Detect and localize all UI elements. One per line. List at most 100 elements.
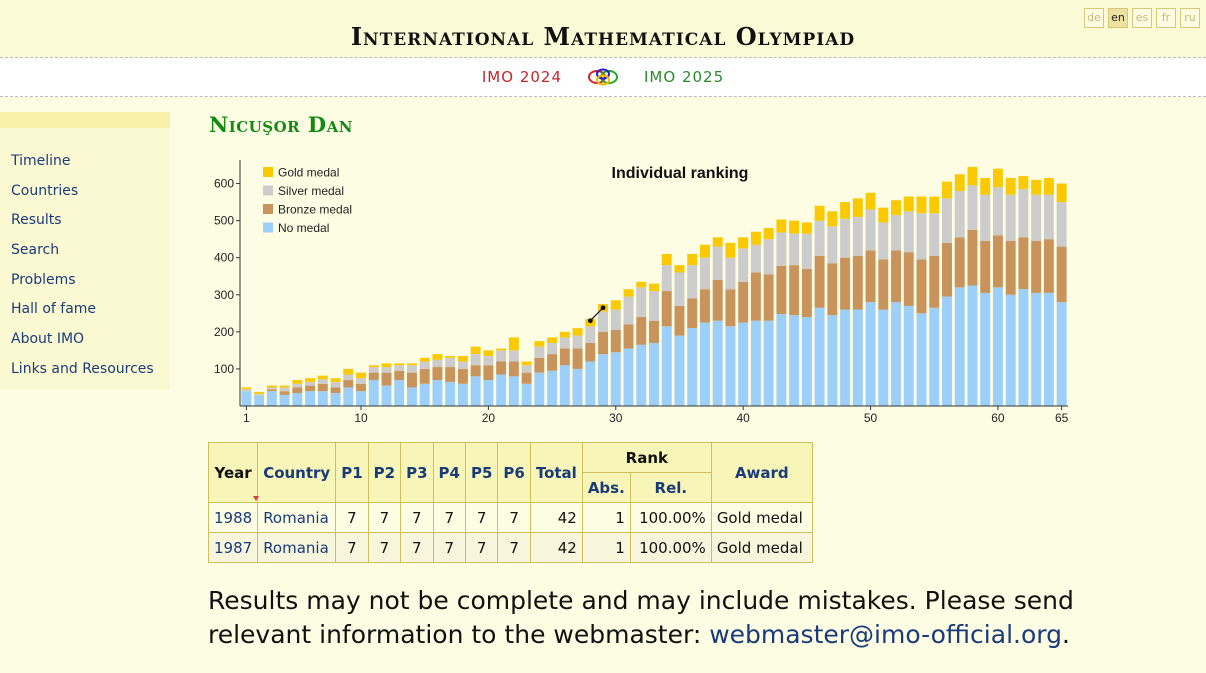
- disclaimer: Results may not be complete and may incl…: [208, 584, 1168, 652]
- bar-silver: [763, 239, 774, 275]
- sidebar-item-results[interactable]: Results: [11, 212, 62, 229]
- sidebar-item-countries[interactable]: Countries: [11, 182, 79, 199]
- bar-bronze: [445, 367, 456, 382]
- bar-silver: [738, 248, 749, 282]
- bar-bronze: [610, 329, 621, 353]
- imo-logo-icon[interactable]: [586, 67, 620, 87]
- imo-prev-link[interactable]: IMO 2024: [481, 68, 562, 86]
- bar-none: [381, 385, 392, 406]
- bar-none: [903, 305, 914, 406]
- bar-none: [470, 376, 481, 406]
- country-link[interactable]: Romania: [263, 538, 329, 557]
- score-p6: 7: [497, 532, 531, 563]
- bar-gold: [801, 222, 812, 234]
- col-p3[interactable]: P3: [400, 442, 434, 503]
- bar-gold: [254, 391, 265, 394]
- legend-swatch-none: [263, 222, 273, 233]
- sidebar-item-problems[interactable]: Problems: [11, 271, 76, 288]
- lang-fr[interactable]: fr: [1156, 8, 1176, 28]
- sidebar-item-links[interactable]: Links and Resources: [11, 360, 154, 377]
- col-p1[interactable]: P1: [335, 442, 369, 503]
- year-link[interactable]: 1988: [214, 508, 253, 527]
- sidebar-item-about-imo[interactable]: About IMO: [11, 331, 85, 348]
- bar-bronze: [508, 361, 519, 377]
- bar-bronze: [585, 342, 596, 362]
- bar-gold: [776, 219, 787, 233]
- bar-gold: [763, 228, 774, 240]
- bar-bronze: [840, 257, 851, 310]
- bar-bronze: [763, 274, 774, 321]
- col-p2[interactable]: P2: [367, 442, 402, 503]
- bar-none: [496, 374, 507, 406]
- bar-none: [407, 387, 417, 406]
- sidebar-item-timeline[interactable]: Timeline: [11, 153, 71, 169]
- year-link[interactable]: 1987: [214, 538, 253, 557]
- bar-none: [699, 322, 710, 406]
- bar-gold: [521, 361, 532, 366]
- score-total: 42: [529, 502, 583, 533]
- bar-silver: [687, 265, 698, 299]
- bar-bronze: [1031, 241, 1042, 293]
- x-tick-label: 65: [1055, 411, 1069, 425]
- bar-gold: [292, 380, 303, 384]
- score-total: 42: [529, 532, 583, 563]
- lang-ru[interactable]: ru: [1180, 8, 1200, 28]
- col-rank-rel[interactable]: Rel.: [629, 472, 712, 503]
- bar-silver: [343, 374, 354, 381]
- bar-none: [878, 309, 889, 406]
- bar-silver: [610, 309, 621, 330]
- bar-none: [789, 315, 800, 406]
- lang-es[interactable]: es: [1132, 8, 1152, 28]
- col-total[interactable]: Total: [529, 442, 583, 503]
- site-title[interactable]: International Mathematical Olympiad: [350, 22, 856, 51]
- bar-bronze: [368, 372, 379, 381]
- col-p4[interactable]: P4: [432, 442, 466, 503]
- col-country[interactable]: Country: [257, 442, 337, 503]
- bar-none: [929, 307, 940, 406]
- webmaster-email-link[interactable]: webmaster@imo-official.org: [709, 620, 1062, 649]
- y-tick-label: 200: [214, 325, 234, 339]
- col-p6[interactable]: P6: [497, 442, 531, 503]
- bar-none: [547, 370, 558, 406]
- imo-next-link[interactable]: IMO 2025: [644, 68, 725, 86]
- bar-silver: [789, 233, 800, 266]
- bar-bronze: [381, 372, 392, 386]
- bar-none: [738, 322, 749, 406]
- bar-silver: [942, 198, 952, 243]
- col-year[interactable]: Year: [207, 442, 259, 503]
- bar-none: [712, 320, 723, 406]
- sidebar-item-search[interactable]: Search: [11, 242, 60, 259]
- bar-gold: [1056, 183, 1067, 203]
- sidebar-item-hall-of-fame[interactable]: Hall of fame: [11, 301, 97, 318]
- x-tick-label: 40: [736, 411, 750, 425]
- bar-gold: [547, 337, 558, 343]
- highlight-line: [589, 307, 604, 322]
- y-tick-label: 100: [214, 362, 234, 376]
- bar-bronze: [457, 368, 468, 384]
- bar-gold: [636, 281, 647, 288]
- lang-en[interactable]: en: [1108, 8, 1128, 28]
- x-tick-label: 60: [991, 411, 1005, 425]
- bar-none: [559, 365, 570, 406]
- language-selector: de en es fr ru: [1084, 8, 1200, 28]
- bar-none: [725, 326, 736, 406]
- bar-none: [865, 302, 876, 406]
- col-p5[interactable]: P5: [464, 442, 499, 503]
- bar-gold: [980, 177, 991, 195]
- bar-bronze: [674, 305, 685, 336]
- bar-silver: [750, 244, 761, 273]
- bar-bronze: [470, 365, 481, 377]
- bar-silver: [725, 257, 736, 290]
- site-header: International Mathematical Olympiad de e…: [0, 0, 1206, 58]
- bar-none: [241, 391, 252, 406]
- bar-gold: [330, 378, 341, 382]
- col-award[interactable]: Award: [710, 442, 813, 503]
- country-link[interactable]: Romania: [263, 508, 329, 527]
- bar-gold: [317, 375, 328, 380]
- col-rank-abs[interactable]: Abs.: [581, 472, 631, 503]
- x-tick-label: 50: [864, 411, 878, 425]
- bar-bronze: [407, 372, 417, 388]
- lang-de[interactable]: de: [1084, 8, 1104, 28]
- bar-bronze: [801, 268, 812, 318]
- bar-gold: [610, 300, 621, 310]
